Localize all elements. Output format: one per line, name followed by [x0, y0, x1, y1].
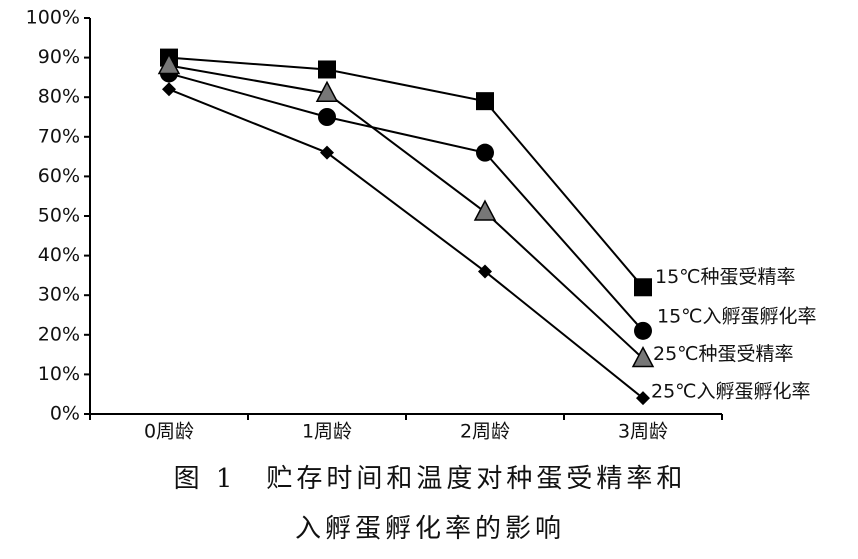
caption-line: 入孵蛋孵化率的影响	[295, 514, 565, 544]
series-line	[168, 64, 644, 360]
y-tick-label: 70%	[38, 125, 80, 147]
y-tick-label: 20%	[38, 323, 80, 345]
y-tick-label: 30%	[38, 284, 80, 306]
marker	[157, 52, 181, 75]
marker	[478, 264, 492, 279]
caption-line: 图 1 贮存时间和温度对种蛋受精率和	[174, 464, 687, 494]
marker	[631, 345, 655, 368]
marker	[473, 199, 497, 221]
legend-label: 25℃入孵蛋孵化率	[651, 381, 811, 403]
marker	[476, 143, 494, 162]
series-line	[168, 72, 644, 332]
legend-label: 15℃入孵蛋孵化率	[657, 305, 817, 327]
marker	[315, 80, 339, 102]
y-tick-label: 40%	[38, 244, 80, 266]
y-tick-label: 50%	[38, 205, 80, 227]
legend-label: 25℃种蛋受精率	[653, 343, 794, 365]
y-tick-label: 90%	[38, 46, 80, 68]
x-tick-label: 0周龄	[144, 421, 194, 443]
y-tick-label: 10%	[38, 363, 80, 385]
marker	[320, 145, 334, 160]
x-tick-label: 1周龄	[302, 421, 352, 443]
marker	[318, 108, 336, 126]
marker	[636, 391, 650, 406]
marker	[162, 82, 176, 97]
y-tick-label: 100%	[26, 7, 80, 29]
x-tick-label: 2周龄	[460, 421, 510, 443]
y-tick-label: 60%	[38, 165, 80, 187]
marker	[476, 92, 494, 111]
y-tick-label: 80%	[38, 86, 80, 108]
series-line	[168, 88, 644, 399]
x-tick-label: 3周龄	[618, 421, 668, 443]
marker	[634, 278, 652, 297]
legend-label: 15℃种蛋受精率	[655, 266, 796, 288]
marker	[318, 60, 336, 79]
marker	[634, 321, 652, 340]
series-line	[168, 56, 644, 288]
y-tick-label: 0%	[50, 403, 80, 425]
